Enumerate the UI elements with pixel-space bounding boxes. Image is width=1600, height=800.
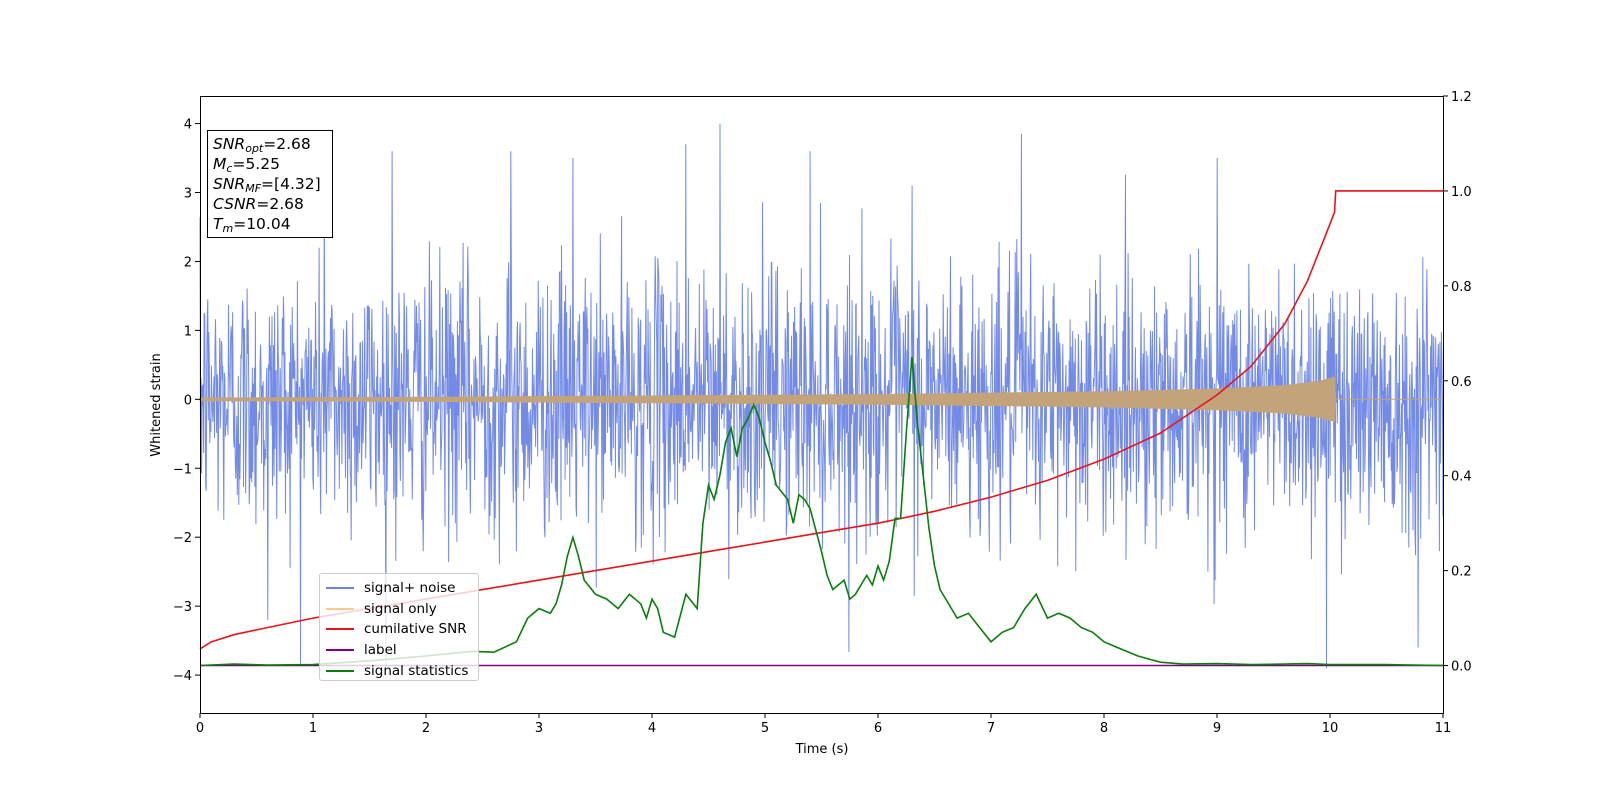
legend-item: signal only bbox=[326, 599, 472, 620]
tm-value: 10.04 bbox=[246, 215, 291, 233]
series-signal-only bbox=[199, 376, 1443, 423]
series-signal-statistics bbox=[199, 356, 1444, 667]
legend: signal+ noise signal only cumilative SNR… bbox=[319, 573, 479, 681]
snr-opt-value: 2.68 bbox=[276, 135, 311, 153]
legend-swatch bbox=[326, 649, 354, 652]
x-tick-label: 6 bbox=[874, 721, 882, 736]
legend-label: label bbox=[364, 642, 397, 659]
legend-item: signal+ noise bbox=[326, 578, 472, 599]
x-tick-label: 3 bbox=[535, 721, 543, 736]
x-tick-label: 11 bbox=[1435, 721, 1452, 736]
legend-swatch bbox=[326, 607, 354, 610]
x-axis-title: Time (s) bbox=[795, 742, 849, 757]
y-axis-title: Whitened strain bbox=[149, 353, 164, 456]
series-signal-noise bbox=[199, 123, 1444, 669]
y-tick-label: 3 bbox=[184, 187, 192, 202]
y2-tick-label: 0.0 bbox=[1451, 660, 1472, 675]
x-tick-label: 5 bbox=[761, 721, 769, 736]
csnr-value: 2.68 bbox=[269, 195, 304, 213]
y2-tick-label: 0.4 bbox=[1451, 470, 1472, 485]
legend-label: signal only bbox=[364, 600, 437, 617]
legend-swatch bbox=[326, 669, 354, 672]
y-tick-label: 4 bbox=[184, 118, 192, 133]
y2-tick-label: 0.2 bbox=[1451, 565, 1472, 580]
legend-label: signal statistics bbox=[364, 662, 469, 679]
x-tick-label: 8 bbox=[1100, 721, 1108, 736]
x-tick-label: 0 bbox=[196, 721, 204, 736]
info-snr-opt: SNRopt=2.68 bbox=[213, 135, 311, 155]
y-tick-label: 0 bbox=[184, 393, 192, 408]
legend-item: label bbox=[326, 640, 472, 661]
info-snr-mf: SNRMF=[4.32] bbox=[213, 175, 321, 195]
snr-mf-value: [4.32] bbox=[274, 175, 321, 193]
x-tick-label: 2 bbox=[422, 721, 430, 736]
y2-tick-label: 0.8 bbox=[1451, 280, 1472, 295]
y-tick-label: −4 bbox=[173, 669, 192, 684]
y-tick-label: −3 bbox=[173, 600, 192, 615]
y-tick-label: −1 bbox=[173, 462, 192, 477]
y2-tick-label: 1.2 bbox=[1451, 90, 1472, 105]
mc-value: 5.25 bbox=[245, 155, 280, 173]
x-tick-label: 1 bbox=[309, 721, 317, 736]
y-tick-label: −2 bbox=[173, 531, 192, 546]
plot-frame bbox=[200, 96, 1444, 714]
y-tick-label: 1 bbox=[184, 324, 192, 339]
x-tick-label: 7 bbox=[987, 721, 995, 736]
info-mc: Mc=5.25 bbox=[213, 155, 280, 175]
y2-tick-label: 0.6 bbox=[1451, 375, 1472, 390]
legend-item: signal statistics bbox=[326, 660, 472, 681]
info-csnr: CSNR=2.68 bbox=[213, 195, 304, 213]
legend-swatch bbox=[326, 628, 354, 631]
x-tick-label: 9 bbox=[1213, 721, 1221, 736]
y-tick-label: 2 bbox=[184, 255, 192, 270]
legend-item: cumilative SNR bbox=[326, 619, 472, 640]
axis-layer: 0 1 2 3 4 5 6 7 8 9 10 11 −4 −3 −2 −1 0 1 2 3 4 0.0 0.2 0.4 0.6 0… bbox=[173, 90, 1472, 736]
y2-tick-label: 1.0 bbox=[1451, 185, 1472, 200]
info-tm: Tm=10.04 bbox=[213, 215, 291, 235]
legend-label: cumilative SNR bbox=[364, 621, 467, 638]
info-box: SNRopt=2.68 Mc=5.25 SNRMF=[4.32] CSNR=2.… bbox=[207, 130, 333, 238]
legend-label: signal+ noise bbox=[364, 580, 456, 597]
x-tick-label: 10 bbox=[1322, 721, 1339, 736]
x-tick-label: 4 bbox=[648, 721, 656, 736]
legend-swatch bbox=[326, 587, 354, 590]
